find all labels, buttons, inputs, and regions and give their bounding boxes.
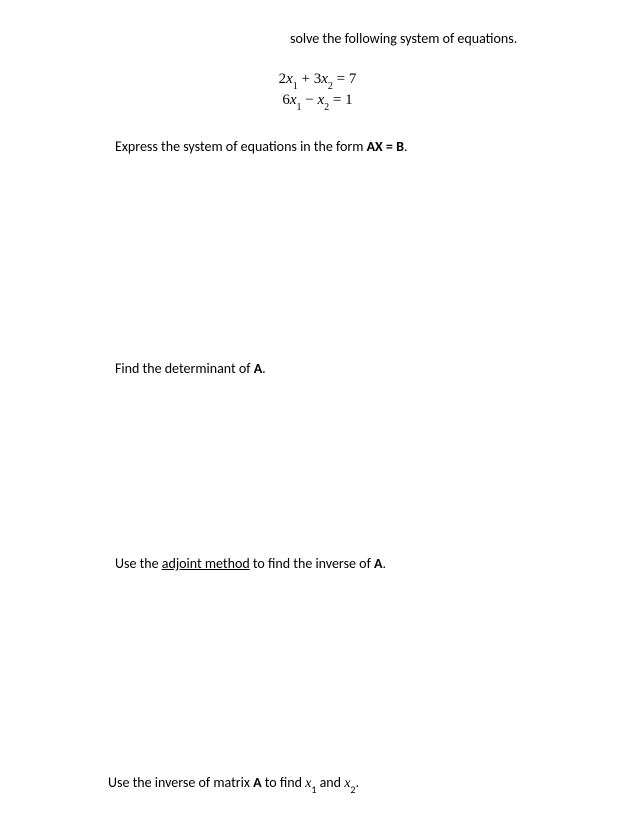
p4-and: and xyxy=(316,774,344,791)
p3-u: adjoint method xyxy=(162,555,250,572)
eq1-sub2: 2 xyxy=(328,81,333,92)
p2-pre: Find the determinant of xyxy=(115,360,254,377)
p4-post: . xyxy=(355,774,359,791)
p3-mid: to find the inverse of xyxy=(250,555,374,572)
eq1-eq: = xyxy=(333,71,349,87)
eq1-coef1: 2 xyxy=(279,71,287,87)
prompt-inverse-solve: Use the inverse of matrix A to find x1 a… xyxy=(108,774,359,794)
p2-a: A xyxy=(254,360,262,377)
p3-pre: Use the xyxy=(115,555,162,572)
prompt-express-form: Express the system of equations in the f… xyxy=(115,138,407,155)
p1-post: . xyxy=(404,138,408,155)
eq1-op1: + xyxy=(298,71,314,87)
prompt-determinant: Find the determinant of A. xyxy=(115,360,266,377)
eq2-op1: − xyxy=(302,92,318,108)
p1-ax: AX xyxy=(367,138,383,155)
p4-pre: Use the inverse of matrix xyxy=(108,774,253,791)
eq2-rhs: 1 xyxy=(345,92,353,108)
p1-mid: = xyxy=(383,138,396,155)
p4-mid: to find xyxy=(262,774,306,791)
eq2-var1: x xyxy=(290,92,297,108)
eq2-eq: = xyxy=(329,92,345,108)
eq2-coef1: 6 xyxy=(282,92,290,108)
equation-2: 6x1 − x2 = 1 xyxy=(0,91,635,112)
eq2-sub1: 1 xyxy=(297,102,302,113)
eq2-sub2: 2 xyxy=(324,102,329,113)
prompt-adjoint: Use the adjoint method to find the inver… xyxy=(115,555,386,572)
eq1-var2: x xyxy=(321,71,328,87)
p2-post: . xyxy=(262,360,266,377)
eq1-rhs: 7 xyxy=(349,71,357,87)
equation-1: 2x1 + 3x2 = 7 xyxy=(0,70,635,91)
p3-a: A xyxy=(374,555,382,572)
p4-x1s: 1 xyxy=(311,783,316,796)
p4-x2s: 2 xyxy=(350,783,355,796)
p1-pre: Express the system of equations in the f… xyxy=(115,138,367,155)
intro-text: solve the following system of equations. xyxy=(290,30,517,47)
p4-a: A xyxy=(253,774,261,791)
equation-block: 2x1 + 3x2 = 7 6x1 − x2 = 1 xyxy=(0,70,635,112)
p1-b: B xyxy=(396,138,404,155)
p3-post: . xyxy=(383,555,387,572)
eq1-sub1: 1 xyxy=(293,81,298,92)
eq1-var1: x xyxy=(286,71,293,87)
